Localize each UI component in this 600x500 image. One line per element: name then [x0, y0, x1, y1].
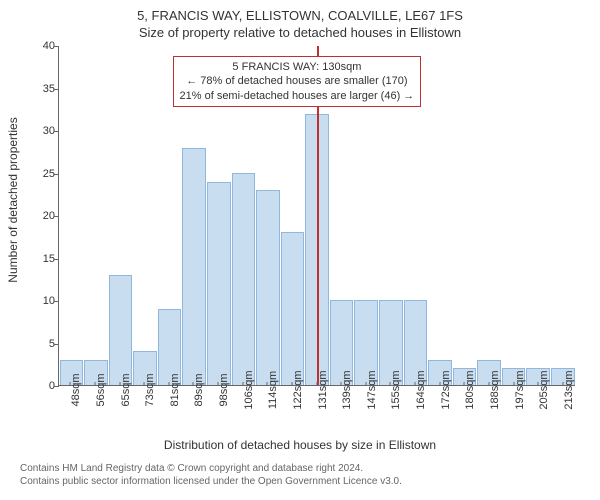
x-tick: 89sqm	[181, 386, 206, 436]
x-tick-label: 89sqm	[193, 373, 205, 406]
x-tick-label: 139sqm	[341, 370, 353, 409]
info-line-1: 5 FRANCIS WAY: 130sqm	[180, 60, 415, 74]
x-tick-label: 98sqm	[218, 373, 230, 406]
y-tick-label: 0	[29, 380, 55, 392]
y-tick-mark	[54, 216, 59, 217]
y-tick-label: 35	[29, 83, 55, 95]
y-tick-label: 40	[29, 40, 55, 52]
x-tick: 65sqm	[107, 386, 132, 436]
x-tick-label: 106sqm	[243, 370, 255, 409]
x-tick: 197sqm	[501, 386, 526, 436]
info-line-2: ← 78% of detached houses are smaller (17…	[180, 74, 415, 88]
info-line-3: 21% of semi-detached houses are larger (…	[180, 89, 415, 103]
x-tick-label: 114sqm	[267, 371, 279, 409]
y-tick-mark	[54, 174, 59, 175]
x-tick: 172sqm	[427, 386, 452, 436]
y-tick-mark	[54, 131, 59, 132]
y-tick-mark	[54, 301, 59, 302]
y-tick-label: 10	[29, 295, 55, 307]
histogram-bar	[256, 190, 280, 385]
y-tick-mark	[54, 344, 59, 345]
histogram-bar	[109, 275, 133, 385]
x-tick: 188sqm	[477, 386, 502, 436]
x-axis-label: Distribution of detached houses by size …	[10, 438, 590, 452]
x-tick-label: 122sqm	[292, 370, 304, 409]
x-tick: 131sqm	[304, 386, 329, 436]
x-tick: 73sqm	[132, 386, 157, 436]
x-tick: 213sqm	[551, 386, 576, 436]
footer-attribution: Contains HM Land Registry data © Crown c…	[20, 462, 590, 488]
x-tick: 147sqm	[354, 386, 379, 436]
x-tick-label: 180sqm	[464, 370, 476, 409]
footer-line-2: Contains public sector information licen…	[20, 475, 590, 488]
chart-container: 5, FRANCIS WAY, ELLISTOWN, COALVILLE, LE…	[0, 0, 600, 500]
chart-subtitle: Size of property relative to detached ho…	[10, 25, 590, 40]
y-tick-mark	[54, 89, 59, 90]
chart-address-title: 5, FRANCIS WAY, ELLISTOWN, COALVILLE, LE…	[10, 8, 590, 23]
y-tick-label: 15	[29, 253, 55, 265]
x-tick-label: 188sqm	[489, 370, 501, 409]
y-tick-mark	[54, 46, 59, 47]
y-tick-label: 25	[29, 168, 55, 180]
x-tick-label: 48sqm	[70, 373, 82, 406]
x-tick: 155sqm	[378, 386, 403, 436]
x-tick-label: 56sqm	[95, 373, 107, 406]
y-tick-mark	[54, 259, 59, 260]
x-tick-label: 155sqm	[390, 370, 402, 409]
y-tick-label: 30	[29, 125, 55, 137]
x-tick-label: 164sqm	[415, 370, 427, 409]
x-tick-labels: 48sqm56sqm65sqm73sqm81sqm89sqm98sqm106sq…	[58, 386, 575, 436]
plot-area: 5 FRANCIS WAY: 130sqm ← 78% of detached …	[58, 46, 575, 386]
x-tick: 56sqm	[83, 386, 108, 436]
x-tick-label: 213sqm	[563, 370, 575, 409]
x-tick-label: 65sqm	[120, 373, 132, 406]
histogram-bar	[281, 232, 305, 385]
x-tick: 139sqm	[329, 386, 354, 436]
histogram-bar	[207, 182, 231, 385]
x-tick-label: 197sqm	[514, 370, 526, 409]
y-tick-label: 5	[29, 338, 55, 350]
x-tick-label: 73sqm	[144, 373, 156, 406]
x-tick-label: 81sqm	[169, 373, 181, 406]
x-tick: 205sqm	[526, 386, 551, 436]
x-tick-label: 147sqm	[366, 370, 378, 409]
info-box: 5 FRANCIS WAY: 130sqm ← 78% of detached …	[173, 56, 422, 107]
x-tick: 48sqm	[58, 386, 83, 436]
x-tick-label: 172sqm	[440, 370, 452, 409]
x-tick: 180sqm	[452, 386, 477, 436]
x-tick: 98sqm	[206, 386, 231, 436]
histogram-bar	[232, 173, 256, 385]
x-tick: 81sqm	[157, 386, 182, 436]
x-tick-label: 205sqm	[538, 370, 550, 409]
footer-line-1: Contains HM Land Registry data © Crown c…	[20, 462, 590, 475]
x-tick: 164sqm	[403, 386, 428, 436]
y-axis-label: Number of detached properties	[6, 117, 20, 282]
x-tick: 114sqm	[255, 386, 280, 436]
x-tick: 106sqm	[230, 386, 255, 436]
x-tick: 122sqm	[280, 386, 305, 436]
y-tick-label: 20	[29, 210, 55, 222]
histogram-bar	[182, 148, 206, 385]
x-tick-label: 131sqm	[317, 370, 329, 409]
